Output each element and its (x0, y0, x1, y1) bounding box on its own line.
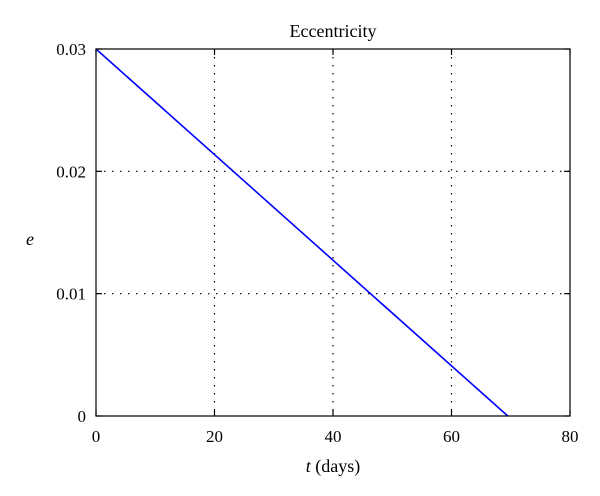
x-tick-labels: 0 20 40 60 80 (92, 427, 579, 446)
grid-lines (96, 49, 570, 416)
plot-area (95, 48, 509, 417)
y-tick-label: 0.03 (56, 40, 86, 59)
x-axis-label-variable: t (306, 456, 312, 476)
x-tick-label: 20 (206, 427, 223, 446)
y-axis-label: e (26, 229, 34, 249)
x-tick-label: 80 (562, 427, 579, 446)
y-tick-label: 0.01 (56, 285, 86, 304)
tick-marks (95, 48, 571, 417)
y-tick-label: 0.02 (56, 162, 86, 181)
eccentricity-series-line (95, 48, 509, 417)
x-axis-label-unit: (days) (311, 456, 360, 477)
chart-title: Eccentricity (290, 21, 377, 41)
axes-frame (95, 48, 571, 417)
y-tick-label: 0 (78, 407, 87, 426)
x-axis-label: t (days) (306, 456, 361, 477)
y-tick-labels: 0 0.01 0.02 0.03 (56, 40, 86, 426)
x-tick-label: 60 (443, 427, 460, 446)
x-tick-label: 40 (325, 427, 342, 446)
x-tick-label: 0 (92, 427, 101, 446)
